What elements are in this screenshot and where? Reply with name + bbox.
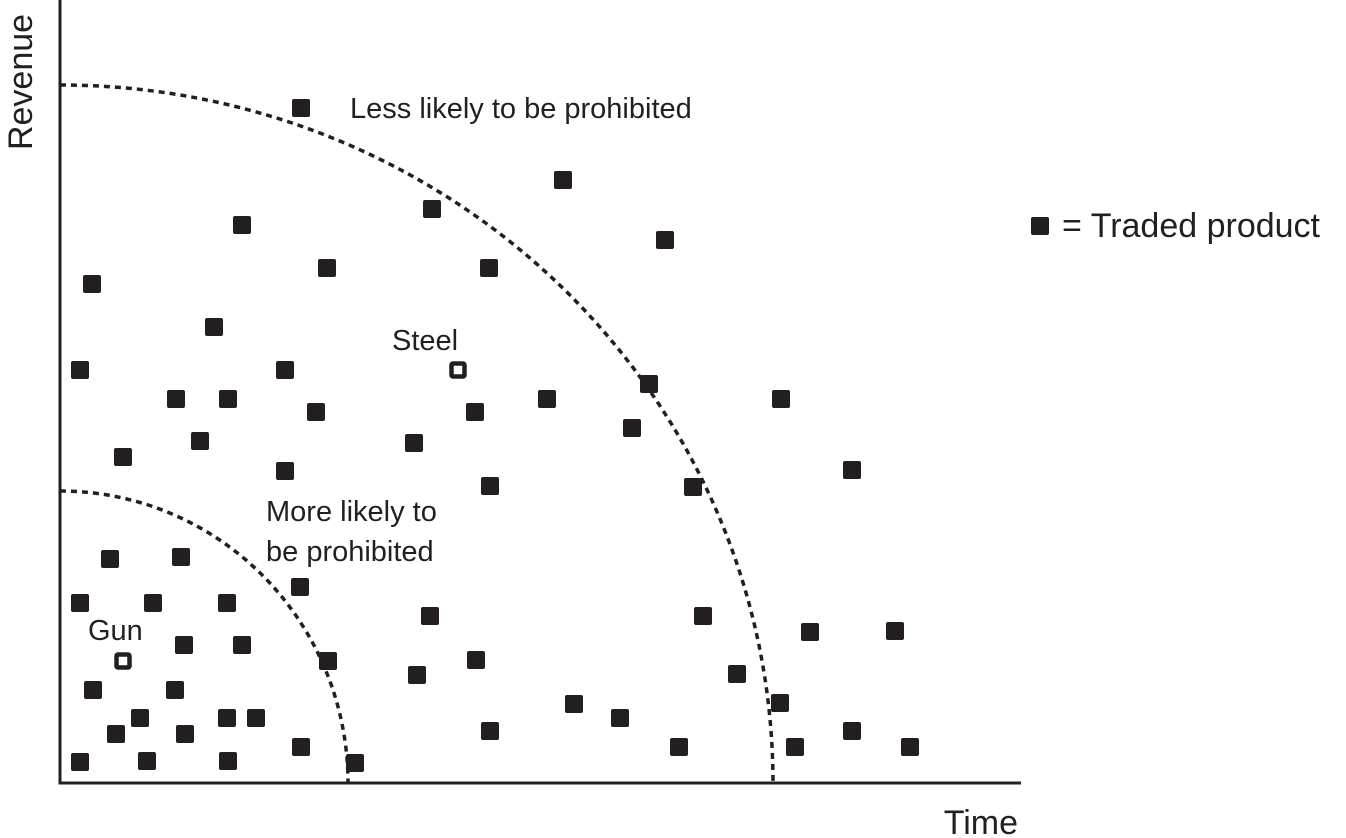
- traded-product-marker: [481, 477, 499, 495]
- outer-boundary-curve: [59, 83, 775, 784]
- traded-product-marker: [218, 709, 236, 727]
- traded-product-marker: [554, 171, 572, 189]
- y-axis-label: Revenue: [2, 14, 40, 150]
- traded-product-marker: [71, 594, 89, 612]
- traded-product-marker: [318, 259, 336, 277]
- traded-product-marker: [276, 462, 294, 480]
- traded-product-marker: [138, 752, 156, 770]
- traded-product-marker: [423, 200, 441, 218]
- traded-product-marker: [205, 318, 223, 336]
- traded-product-marker: [101, 550, 119, 568]
- traded-product-marker: [843, 722, 861, 740]
- traded-product-marker: [538, 390, 556, 408]
- traded-product-marker: [843, 461, 861, 479]
- traded-product-marker: [233, 636, 251, 654]
- traded-product-marker: [640, 375, 658, 393]
- traded-product-marker: [291, 578, 309, 596]
- traded-product-marker: [172, 548, 190, 566]
- traded-product-marker: [219, 752, 237, 770]
- traded-product-marker: [623, 419, 641, 437]
- traded-product-marker: [114, 448, 132, 466]
- x-axis-label: Time: [944, 804, 1018, 838]
- traded-product-marker: [467, 651, 485, 669]
- inner-region-label-line-1: More likely to: [266, 496, 437, 528]
- gun-label: Gun: [88, 615, 143, 647]
- traded-product-marker: [684, 478, 702, 496]
- outer-region-label: Less likely to be prohibited: [350, 93, 692, 125]
- traded-product-marker: [166, 681, 184, 699]
- inner-boundary-curve: [59, 489, 350, 784]
- traded-product-marker: [292, 99, 310, 117]
- inner-region-label-line-2: be prohibited: [266, 536, 434, 568]
- traded-product-marker: [276, 361, 294, 379]
- traded-product-marker: [480, 259, 498, 277]
- traded-product-marker: [292, 738, 310, 756]
- traded-product-marker: [466, 403, 484, 421]
- traded-product-marker: [167, 390, 185, 408]
- traded-product-marker: [656, 231, 674, 249]
- steel-marker: [449, 361, 467, 379]
- traded-product-marker: [421, 607, 439, 625]
- traded-product-marker: [481, 722, 499, 740]
- traded-product-marker: [175, 636, 193, 654]
- traded-product-marker: [670, 738, 688, 756]
- traded-product-marker: [144, 594, 162, 612]
- gun-marker: [114, 652, 132, 670]
- traded-product-marker: [107, 725, 125, 743]
- traded-product-marker: [611, 709, 629, 727]
- traded-product-marker: [694, 607, 712, 625]
- traded-product-marker: [191, 432, 209, 450]
- traded-product-marker: [901, 738, 919, 756]
- traded-product-marker: [728, 665, 746, 683]
- legend-marker: [1031, 217, 1049, 235]
- traded-product-marker: [886, 622, 904, 640]
- legend: = Traded product: [1031, 207, 1321, 245]
- traded-product-marker: [319, 652, 337, 670]
- traded-product-marker: [786, 738, 804, 756]
- steel-label: Steel: [392, 325, 458, 357]
- traded-product-marker: [83, 275, 101, 293]
- traded-product-marker: [219, 390, 237, 408]
- traded-product-marker: [71, 753, 89, 771]
- legend-label: = Traded product: [1062, 207, 1321, 245]
- traded-product-marker: [801, 623, 819, 641]
- traded-product-marker: [247, 709, 265, 727]
- traded-product-marker: [772, 390, 790, 408]
- traded-product-marker: [131, 709, 149, 727]
- traded-product-marker: [84, 681, 102, 699]
- traded-product-marker: [307, 403, 325, 421]
- traded-product-marker: [565, 695, 583, 713]
- traded-product-marker: [218, 594, 236, 612]
- traded-product-marker: [346, 754, 364, 772]
- traded-product-marker: [771, 694, 789, 712]
- traded-product-marker: [405, 434, 423, 452]
- traded-product-marker: [233, 216, 251, 234]
- traded-product-marker: [176, 725, 194, 743]
- traded-product-marker: [71, 361, 89, 379]
- traded-product-marker: [408, 666, 426, 684]
